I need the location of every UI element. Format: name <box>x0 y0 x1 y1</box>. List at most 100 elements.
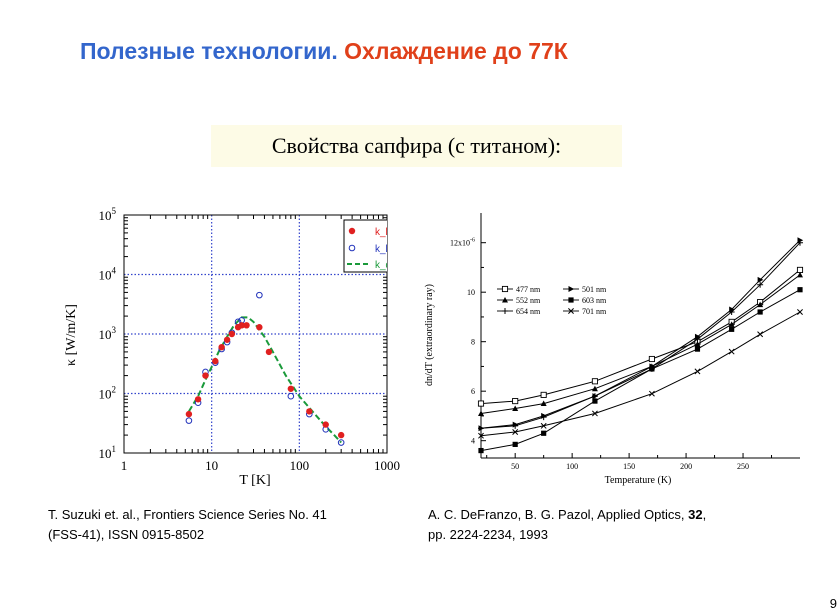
chart1-legend: k_bc k_bu k_db <box>343 219 397 273</box>
chart1-marks: k_bc k_bu k_db <box>185 219 397 446</box>
series-603nm-point <box>478 447 484 454</box>
chart2-x-tick-label: 250 <box>737 462 749 471</box>
chart2-y-tick-label: 12x10-6 <box>450 238 475 248</box>
caption-right-comma: , <box>702 507 707 522</box>
series-k_bc-point <box>337 431 345 439</box>
series-k_bc-point <box>185 410 193 418</box>
chart1-x-tick-label: 100 <box>290 458 310 473</box>
legend-552nm-marker <box>502 297 508 303</box>
chart1-y-tick-label: 104 <box>99 266 117 283</box>
legend-501nm-label: 501 nm <box>582 285 607 294</box>
chart2-x-tick-label: 200 <box>680 462 692 471</box>
series-654nm-point <box>591 393 598 400</box>
series-654nm-point <box>478 425 484 432</box>
chart1-x-tick-label: 1 <box>121 458 128 473</box>
chart2-y-tick-label: 6 <box>471 387 475 396</box>
series-k_bc-point <box>306 408 313 415</box>
legend-701nm-label: 701 nm <box>582 307 607 316</box>
series-654nm-point <box>540 414 547 421</box>
series-k_bc-point <box>218 344 225 351</box>
caption-left-line2: (FSS-41), ISSN 0915-8502 <box>48 527 205 542</box>
chart1-x-tick-label: 1000 <box>374 458 400 473</box>
series-654nm-point <box>757 281 764 288</box>
series-k_bu-point <box>287 392 295 400</box>
legend-477nm-label: 477 nm <box>516 285 541 294</box>
legend-603nm-label: 603 nm <box>582 296 607 305</box>
series-552nm-point <box>757 301 764 308</box>
series-603nm-point <box>757 309 763 315</box>
series-603nm-point <box>592 398 598 404</box>
series-552nm-point <box>797 271 803 278</box>
series-701nm-point <box>797 309 803 315</box>
caption-right-line1: A. C. DeFranzo, B. G. Pazol, Applied Opt… <box>428 505 706 525</box>
series-654nm-point <box>512 422 519 429</box>
legend-701nm-marker <box>568 308 574 314</box>
legend-k_bu-marker <box>348 244 356 252</box>
series-k_bc-point <box>228 330 236 338</box>
series-477nm-point <box>512 398 519 405</box>
chart1-frame <box>123 214 388 454</box>
series-501nm-point <box>757 276 764 283</box>
caption-left-line1: T. Suzuki et. al., Frontiers Science Ser… <box>48 507 327 522</box>
series-603nm-point <box>797 287 803 293</box>
chart1-y-tick-label: 101 <box>99 444 117 461</box>
legend-k_bu-label: k_bu <box>375 244 397 255</box>
series-654nm-point <box>797 239 803 246</box>
series-k_bc-point <box>243 322 250 329</box>
series-k_bc-point <box>265 348 273 356</box>
chart1-x-axis-label: T [K] <box>239 473 270 488</box>
series-701nm-point <box>728 348 735 355</box>
chart1-plot-area <box>124 215 387 453</box>
title-part-blue: Полезные технологии. <box>80 38 338 64</box>
caption-right-authors: A. C. DeFranzo, B. G. Pazol, Applied Opt… <box>428 507 689 522</box>
caption-right-volume: 32 <box>688 507 703 522</box>
legend-552nm-label: 552 nm <box>516 296 541 305</box>
legend-654nm-marker <box>502 308 508 314</box>
series-552nm-point <box>728 321 735 327</box>
chart1-y-tick-label: 103 <box>99 325 117 342</box>
series-701nm-point <box>648 390 655 397</box>
series-k_bu-point <box>337 439 345 446</box>
chart2-y-axis-label: dn/dT (extraordinary ray) <box>424 284 435 386</box>
caption-right: A. C. DeFranzo, B. G. Pazol, Applied Opt… <box>428 505 706 545</box>
chart2-x-tick-label: 50 <box>511 462 519 471</box>
series-k_bu-point <box>185 417 193 424</box>
series-701nm-point <box>478 432 484 439</box>
series-477nm-point <box>591 378 598 385</box>
caption-right-pages: pp. 2224-2234, 1993 <box>428 527 548 542</box>
chart1-y-tick-label: 105 <box>99 206 117 223</box>
series-654nm-point <box>648 365 655 372</box>
series-477nm-point <box>796 266 804 273</box>
chart2-y-tick-label: 10 <box>467 288 475 297</box>
series-654nm-point <box>728 308 735 315</box>
series-k_bc-point <box>212 357 219 365</box>
series-603nm-point <box>541 430 547 436</box>
series-k_bc-point <box>287 385 295 392</box>
series-701nm-point <box>694 368 701 375</box>
series-701nm-point <box>757 331 764 338</box>
chart2-x-axis-label: Temperature (K) <box>605 475 672 486</box>
series-501nm-line <box>480 239 801 429</box>
chart2-y-tick-label: 8 <box>471 338 475 347</box>
series-701nm-point <box>540 422 547 429</box>
series-654nm-point <box>694 336 701 343</box>
chart2-x-tick-label: 100 <box>566 462 578 471</box>
legend-603nm-marker <box>568 297 574 303</box>
series-701nm-point <box>591 410 598 417</box>
page-number: 9 <box>829 596 837 611</box>
series-477nm-point <box>648 355 655 363</box>
series-k_db-line <box>188 316 342 444</box>
legend-501nm-marker <box>568 286 575 292</box>
caption-left: T. Suzuki et. al., Frontiers Science Ser… <box>48 505 327 545</box>
legend-654nm-label: 654 nm <box>516 307 541 316</box>
chart1-x-tick-label: 10 <box>205 458 218 473</box>
series-603nm-point <box>694 346 701 352</box>
chart2-y-tick-label: 4 <box>471 437 475 446</box>
series-k_bc-point <box>238 322 245 329</box>
title-part-red: Охлаждение до 77К <box>344 38 568 64</box>
chart1-y-tick-label: 102 <box>99 385 117 402</box>
series-k_bc-point <box>194 396 202 403</box>
chart2-x-tick-label: 150 <box>623 462 635 471</box>
subtitle-box: Свойства сапфира (с титаном): <box>211 125 622 167</box>
